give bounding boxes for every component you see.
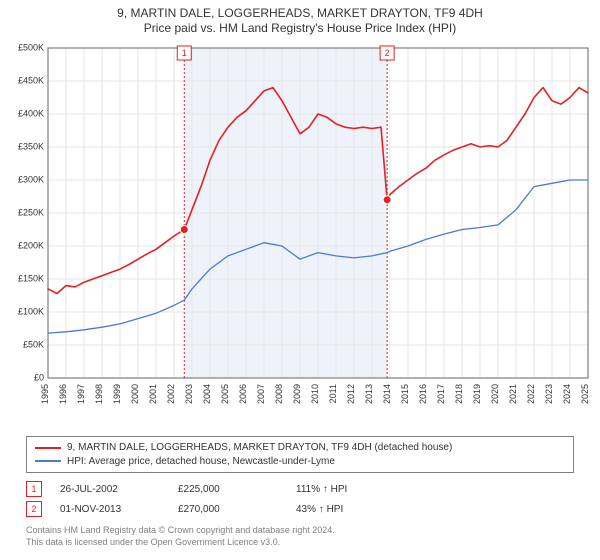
svg-text:1998: 1998	[94, 384, 104, 404]
svg-text:1999: 1999	[112, 384, 122, 404]
svg-text:2001: 2001	[148, 384, 158, 404]
svg-text:£500K: £500K	[18, 42, 44, 52]
svg-text:2017: 2017	[436, 384, 446, 404]
svg-text:2023: 2023	[544, 384, 554, 404]
svg-text:£450K: £450K	[18, 75, 44, 85]
legend-swatch	[35, 460, 61, 462]
svg-text:2018: 2018	[454, 384, 464, 404]
svg-text:£150K: £150K	[18, 273, 44, 283]
svg-text:1996: 1996	[58, 384, 68, 404]
svg-text:2000: 2000	[130, 384, 140, 404]
svg-text:2015: 2015	[400, 384, 410, 404]
svg-text:2019: 2019	[472, 384, 482, 404]
svg-text:£250K: £250K	[18, 207, 44, 217]
title-sub: Price paid vs. HM Land Registry's House …	[0, 21, 600, 36]
sale-vs-hpi: 111% ↑ HPI	[296, 484, 396, 495]
svg-text:£100K: £100K	[18, 306, 44, 316]
svg-text:2009: 2009	[292, 384, 302, 404]
sales-list: 1 26-JUL-2002 £225,000 111% ↑ HPI 2 01-N…	[26, 481, 574, 517]
svg-text:£0: £0	[34, 372, 44, 382]
svg-text:1997: 1997	[76, 384, 86, 404]
svg-text:2013: 2013	[364, 384, 374, 404]
titles: 9, MARTIN DALE, LOGGERHEADS, MARKET DRAY…	[0, 0, 600, 36]
svg-text:2: 2	[385, 48, 390, 58]
sale-row: 1 26-JUL-2002 £225,000 111% ↑ HPI	[26, 481, 574, 497]
svg-text:2014: 2014	[382, 384, 392, 404]
svg-text:£400K: £400K	[18, 108, 44, 118]
svg-text:£50K: £50K	[23, 339, 44, 349]
svg-text:2008: 2008	[274, 384, 284, 404]
svg-text:2016: 2016	[418, 384, 428, 404]
svg-text:2010: 2010	[310, 384, 320, 404]
svg-text:2021: 2021	[508, 384, 518, 404]
svg-text:2005: 2005	[220, 384, 230, 404]
sale-vs-hpi: 43% ↑ HPI	[296, 504, 396, 515]
svg-text:2007: 2007	[256, 384, 266, 404]
svg-text:£350K: £350K	[18, 141, 44, 151]
copyright-line: This data is licensed under the Open Gov…	[26, 537, 574, 549]
copyright: Contains HM Land Registry data © Crown c…	[26, 525, 574, 548]
legend-item: HPI: Average price, detached house, Newc…	[35, 455, 565, 469]
legend: 9, MARTIN DALE, LOGGERHEADS, MARKET DRAY…	[26, 436, 574, 473]
sale-date: 01-NOV-2013	[60, 504, 160, 515]
figure-wrap: 9, MARTIN DALE, LOGGERHEADS, MARKET DRAY…	[0, 0, 600, 560]
svg-text:2012: 2012	[346, 384, 356, 404]
svg-text:2022: 2022	[526, 384, 536, 404]
sale-price: £270,000	[178, 504, 278, 515]
svg-text:2003: 2003	[184, 384, 194, 404]
svg-text:1: 1	[182, 48, 187, 58]
sale-row: 2 01-NOV-2013 £270,000 43% ↑ HPI	[26, 501, 574, 517]
legend-item: 9, MARTIN DALE, LOGGERHEADS, MARKET DRAY…	[35, 441, 565, 455]
legend-swatch	[35, 447, 61, 449]
legend-label: HPI: Average price, detached house, Newc…	[67, 455, 335, 469]
svg-text:2024: 2024	[562, 384, 572, 404]
sale-badge: 1	[26, 481, 42, 497]
svg-text:2025: 2025	[580, 384, 590, 404]
sale-date: 26-JUL-2002	[60, 484, 160, 495]
svg-text:1995: 1995	[40, 384, 50, 404]
svg-text:2011: 2011	[328, 384, 338, 403]
svg-text:2006: 2006	[238, 384, 248, 404]
svg-text:2004: 2004	[202, 384, 212, 404]
svg-text:£200K: £200K	[18, 240, 44, 250]
svg-text:2002: 2002	[166, 384, 176, 404]
svg-text:£300K: £300K	[18, 174, 44, 184]
svg-text:2020: 2020	[490, 384, 500, 404]
sale-price: £225,000	[178, 484, 278, 495]
footer: 9, MARTIN DALE, LOGGERHEADS, MARKET DRAY…	[26, 436, 574, 548]
title-main: 9, MARTIN DALE, LOGGERHEADS, MARKET DRAY…	[0, 6, 600, 21]
legend-label: 9, MARTIN DALE, LOGGERHEADS, MARKET DRAY…	[67, 441, 452, 455]
sale-badge: 2	[26, 501, 42, 517]
chart-svg: £0 £50K £100K £150K £200K £250K £300K £350K £400…	[0, 42, 600, 430]
copyright-line: Contains HM Land Registry data © Crown c…	[26, 525, 574, 537]
